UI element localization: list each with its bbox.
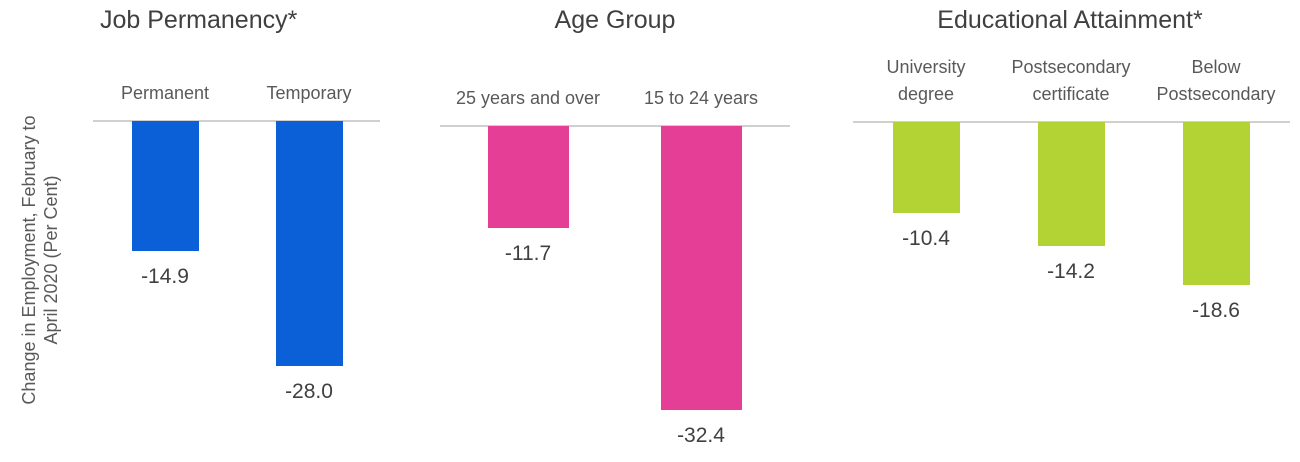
value-label: -14.2	[1047, 260, 1095, 284]
value-label: -10.4	[902, 227, 950, 250]
category-label: Permanent	[120, 83, 210, 103]
category-label: University degree	[886, 57, 966, 104]
category-label: Below Postsecondary	[1156, 57, 1276, 104]
value-label: -14.9	[141, 265, 189, 289]
value-label: -28.0	[285, 380, 333, 403]
value-label: -32.4	[677, 423, 725, 447]
y-axis-label: Change in Employment, February to April …	[19, 115, 61, 405]
bar	[131, 121, 199, 252]
value-label: -18.6	[1192, 298, 1240, 322]
bar	[660, 126, 742, 410]
baseline	[440, 125, 790, 127]
bar	[1037, 122, 1105, 247]
category-label: 25 years and over	[455, 88, 601, 108]
chart-title: Educational Attainment*	[937, 6, 1203, 34]
category-label: 15 to 24 years	[643, 88, 759, 108]
value-label: -11.7	[504, 242, 552, 266]
bar	[487, 126, 569, 229]
category-label: Temporary	[266, 83, 352, 103]
chart-title: Job Permanency*	[100, 6, 298, 34]
bar	[892, 122, 960, 213]
bar	[1182, 122, 1250, 285]
chart-title: Age Group	[554, 6, 676, 34]
bar	[275, 121, 343, 366]
category-label: Postsecondary certificate	[1011, 57, 1131, 104]
baseline	[93, 120, 380, 122]
